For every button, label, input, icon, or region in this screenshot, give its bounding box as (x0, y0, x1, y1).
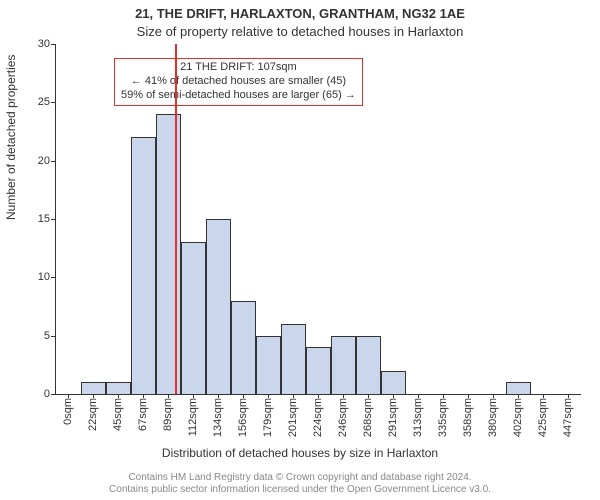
x-axis-label: Distribution of detached houses by size … (0, 446, 600, 460)
y-tick-mark (51, 102, 55, 103)
footer-line2: Contains public sector information licen… (0, 484, 600, 496)
y-tick-label: 0 (20, 388, 50, 400)
histogram-bar (156, 114, 181, 394)
annotation-line3: 59% of semi-detached houses are larger (… (121, 89, 356, 103)
x-tick-label: 224sqm (312, 398, 324, 437)
histogram-bar (506, 382, 531, 394)
x-tick-label: 402sqm (512, 398, 524, 437)
chart-container: 21, THE DRIFT, HARLAXTON, GRANTHAM, NG32… (0, 0, 600, 500)
y-axis-label: Number of detached properties (4, 55, 18, 220)
footer: Contains HM Land Registry data © Crown c… (0, 472, 600, 496)
histogram-bar (381, 371, 406, 394)
x-tick-label: 112sqm (187, 398, 199, 436)
x-tick-label: 335sqm (437, 398, 449, 437)
x-tick-label: 425sqm (537, 398, 549, 437)
chart-title-line2: Size of property relative to detached ho… (0, 24, 600, 39)
x-tick-label: 22sqm (87, 398, 99, 431)
x-tick-label: 291sqm (387, 398, 399, 437)
histogram-bar (131, 137, 156, 394)
footer-line1: Contains HM Land Registry data © Crown c… (0, 472, 600, 484)
annotation-box: 21 THE DRIFT: 107sqm ← 41% of detached h… (114, 58, 363, 106)
y-tick-label: 20 (20, 155, 50, 167)
x-tick-label: 313sqm (412, 398, 424, 437)
x-tick-label: 156sqm (237, 398, 249, 437)
histogram-bar (206, 219, 231, 394)
annotation-line1: 21 THE DRIFT: 107sqm (121, 61, 356, 75)
histogram-bar (281, 324, 306, 394)
histogram-bar (256, 336, 281, 394)
x-tick-label: 89sqm (162, 398, 174, 431)
y-tick-mark (51, 394, 55, 395)
y-tick-mark (51, 277, 55, 278)
annotation-line2: ← 41% of detached houses are smaller (45… (121, 75, 356, 89)
y-tick-label: 10 (20, 271, 50, 283)
y-tick-label: 5 (20, 330, 50, 342)
histogram-bar (181, 242, 206, 394)
histogram-bar (356, 336, 381, 394)
y-tick-mark (51, 336, 55, 337)
y-tick-label: 15 (20, 213, 50, 225)
x-tick-label: 0sqm (62, 398, 74, 425)
chart-title-line1: 21, THE DRIFT, HARLAXTON, GRANTHAM, NG32… (0, 6, 600, 21)
histogram-bar (331, 336, 356, 394)
reference-line (175, 44, 177, 394)
y-tick-label: 25 (20, 96, 50, 108)
y-tick-mark (51, 161, 55, 162)
x-tick-label: 380sqm (487, 398, 499, 437)
y-tick-mark (51, 219, 55, 220)
x-tick-label: 358sqm (462, 398, 474, 437)
x-tick-label: 134sqm (212, 398, 224, 437)
histogram-bar (231, 301, 256, 394)
x-tick-label: 447sqm (562, 398, 574, 437)
x-tick-label: 179sqm (262, 398, 274, 437)
x-tick-label: 268sqm (362, 398, 374, 437)
plot-area: 21 THE DRIFT: 107sqm ← 41% of detached h… (55, 44, 581, 395)
histogram-bar (106, 382, 131, 394)
histogram-bar (81, 382, 106, 394)
x-tick-label: 67sqm (137, 398, 149, 431)
y-tick-label: 30 (20, 38, 50, 50)
y-tick-mark (51, 44, 55, 45)
x-tick-label: 246sqm (337, 398, 349, 437)
x-tick-label: 201sqm (287, 398, 299, 437)
x-tick-label: 45sqm (112, 398, 124, 431)
histogram-bar (306, 347, 331, 394)
